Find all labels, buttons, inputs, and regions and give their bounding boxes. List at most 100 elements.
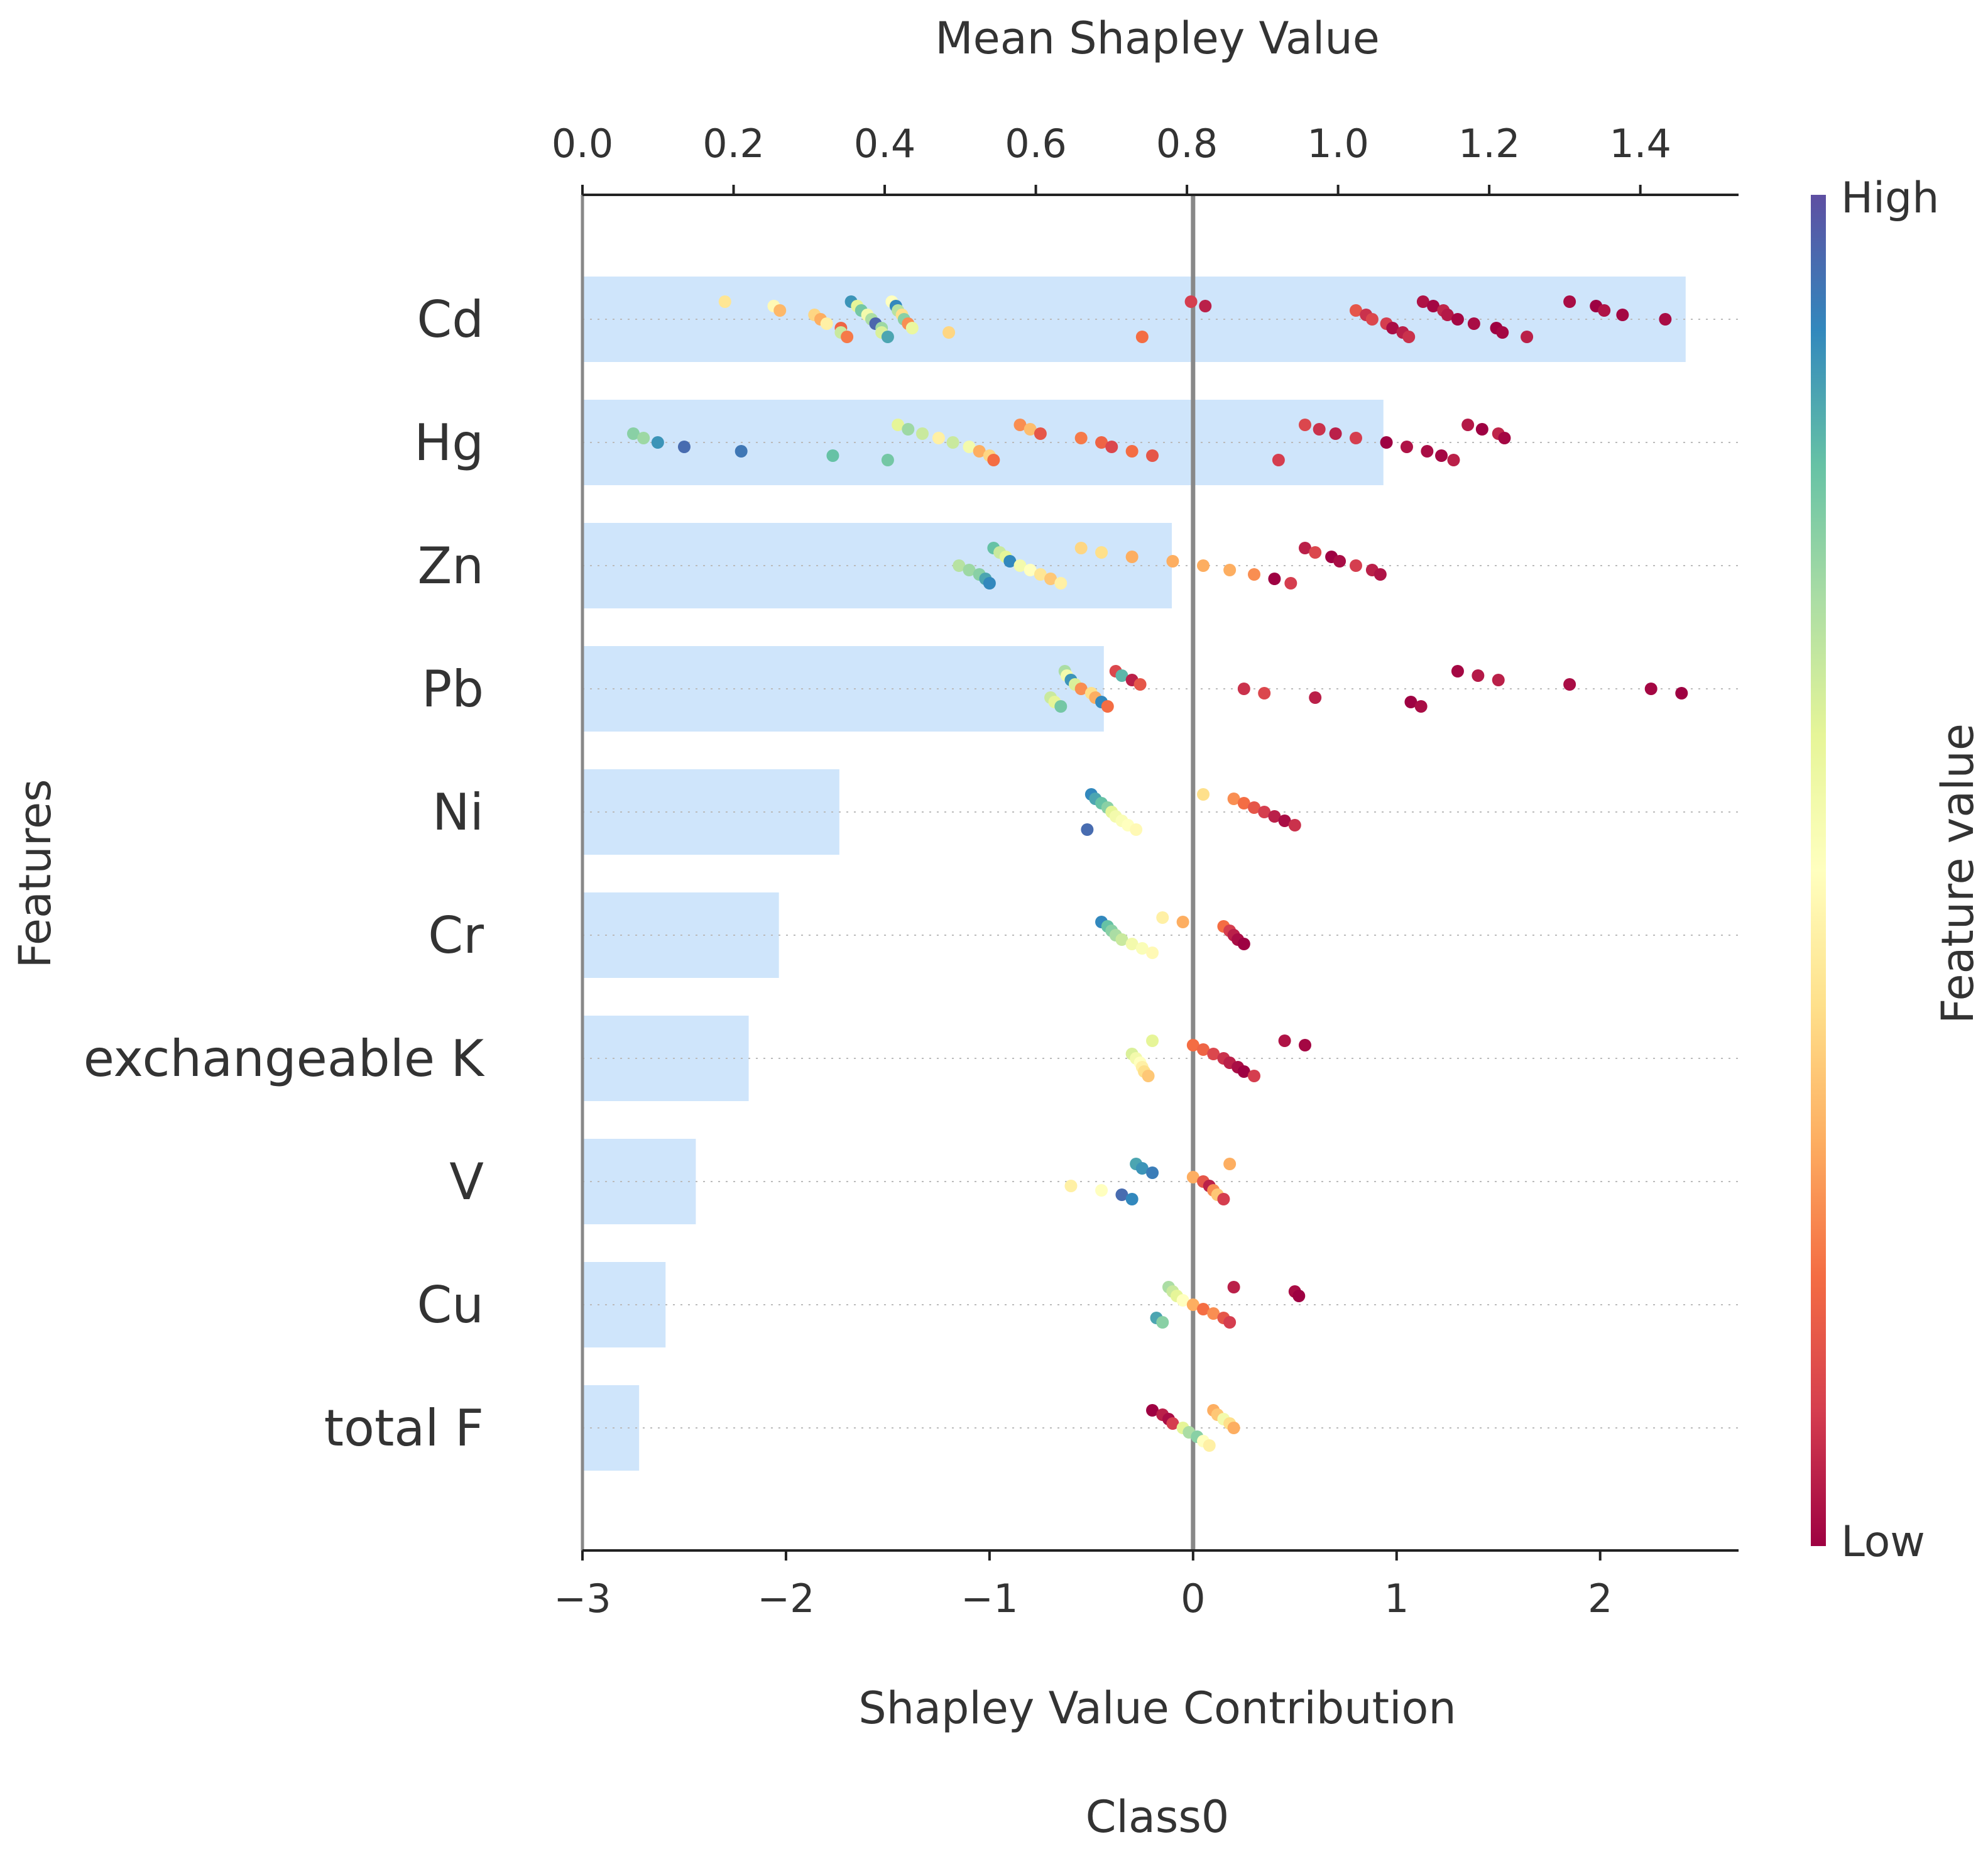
shap-point [1203,1439,1216,1452]
shap-point [637,432,650,444]
shap-point [1441,309,1454,321]
shap-point [1435,449,1448,462]
shap-point [1115,933,1128,946]
shap-point [1349,559,1362,572]
shap-point [1414,700,1428,713]
shap-point [1186,1039,1199,1051]
shap-point [1186,1298,1199,1311]
shap-point [626,427,640,440]
reference-lines [581,195,1196,1550]
shap-point [1142,1070,1155,1082]
top-axis-title: Mean Shapley Value [935,13,1380,64]
feature-label: Zn [417,537,484,595]
shap-point [1207,1307,1220,1320]
shap-point [1272,454,1285,466]
shap-point [677,441,691,453]
shap-point [1248,1070,1261,1082]
shap-point [1166,555,1179,568]
shap-point [1467,317,1480,330]
shap-point [1013,419,1027,431]
shap-point [1563,295,1576,308]
shap-point [1223,1316,1237,1329]
bottom-axis-tick-label: 0 [1181,1576,1205,1621]
shap-point [1105,441,1118,453]
top-axis-tick-label: 0.6 [1005,121,1067,167]
shap-point [953,559,966,572]
mean-shap-bar [582,646,1104,732]
colorbar-low-label: Low [1841,1517,1925,1567]
shap-point [1146,449,1159,462]
shap-point [1227,793,1240,805]
shap-point [1034,568,1047,581]
shap-point [1258,687,1271,700]
shap-point [1329,427,1342,440]
shap-point [1248,568,1261,581]
axes: 0.0 0.2 0.4 0.6 0.8 1.0 1.2 1.4 −3 −2 −1 0 1 2 [552,121,1739,1621]
shap-point [1237,1065,1250,1078]
colorbar-high-label: High [1841,173,1939,223]
feature-label: Cr [428,906,484,965]
shap-point [1416,295,1429,308]
shap-point [1492,674,1505,686]
shap-point [1299,542,1311,554]
shap-point [1054,577,1068,590]
shap-point [881,331,894,343]
shap-point [1135,331,1149,343]
shap-point [1024,423,1037,436]
shap-point [1404,696,1417,708]
feature-label: Cd [417,290,484,349]
shap-point [1125,1193,1139,1205]
shap-point [1299,419,1311,431]
shap-point [826,449,839,462]
shap-point [1644,683,1658,695]
shap-point [1475,423,1488,436]
chart-labels: Mean Shapley Value Shapley Value Contrib… [9,13,1456,1843]
shap-point [973,445,986,458]
shap-point [1034,427,1047,440]
shap-point [932,432,945,444]
shap-point [1521,331,1534,343]
chart-title: Class0 [1086,1791,1230,1843]
feature-label: Ni [432,783,484,842]
top-axis-tick-label: 1.0 [1307,121,1369,167]
shap-point [1146,946,1159,959]
shap-point [1278,815,1291,827]
shap-point [1472,669,1485,682]
shap-point [1074,683,1088,695]
shap-point [1461,419,1475,431]
shap-point [1125,938,1139,950]
shap-point [963,441,976,453]
shap-point [1217,1193,1230,1205]
shap-point [892,419,905,431]
shap-point [1197,559,1210,572]
shap-point [1313,423,1326,436]
bottom-axis-tick-label: −1 [961,1576,1018,1621]
feature-label: V [449,1153,484,1211]
shap-point [1146,1166,1159,1179]
shap-point [1402,331,1416,343]
shap-point [1095,546,1108,559]
mean-shap-bar [582,1262,666,1347]
shap-point [1292,1290,1306,1302]
shap-point [1223,1158,1237,1170]
top-axis-tick-label: 0.2 [702,121,765,167]
shap-point [1197,1303,1210,1315]
shap-point [1223,564,1237,576]
shap-point [820,317,833,330]
top-axis-tick-label: 0.8 [1156,121,1218,167]
shap-point [1146,1034,1159,1047]
colorbar-title: Feature value [1932,723,1984,1024]
shap-point [1309,691,1322,704]
shap-point [735,445,748,458]
shap-point [1299,1039,1311,1051]
shap-point [1421,445,1434,458]
shap-point [1003,555,1017,568]
shap-point [1176,916,1189,928]
shap-point [1054,700,1068,713]
shap-point [1237,797,1250,809]
bottom-axis-title: Shapley Value Contribution [858,1682,1456,1734]
shap-point [905,322,919,334]
shap-point [841,331,854,343]
feature-label: Cu [417,1276,484,1334]
